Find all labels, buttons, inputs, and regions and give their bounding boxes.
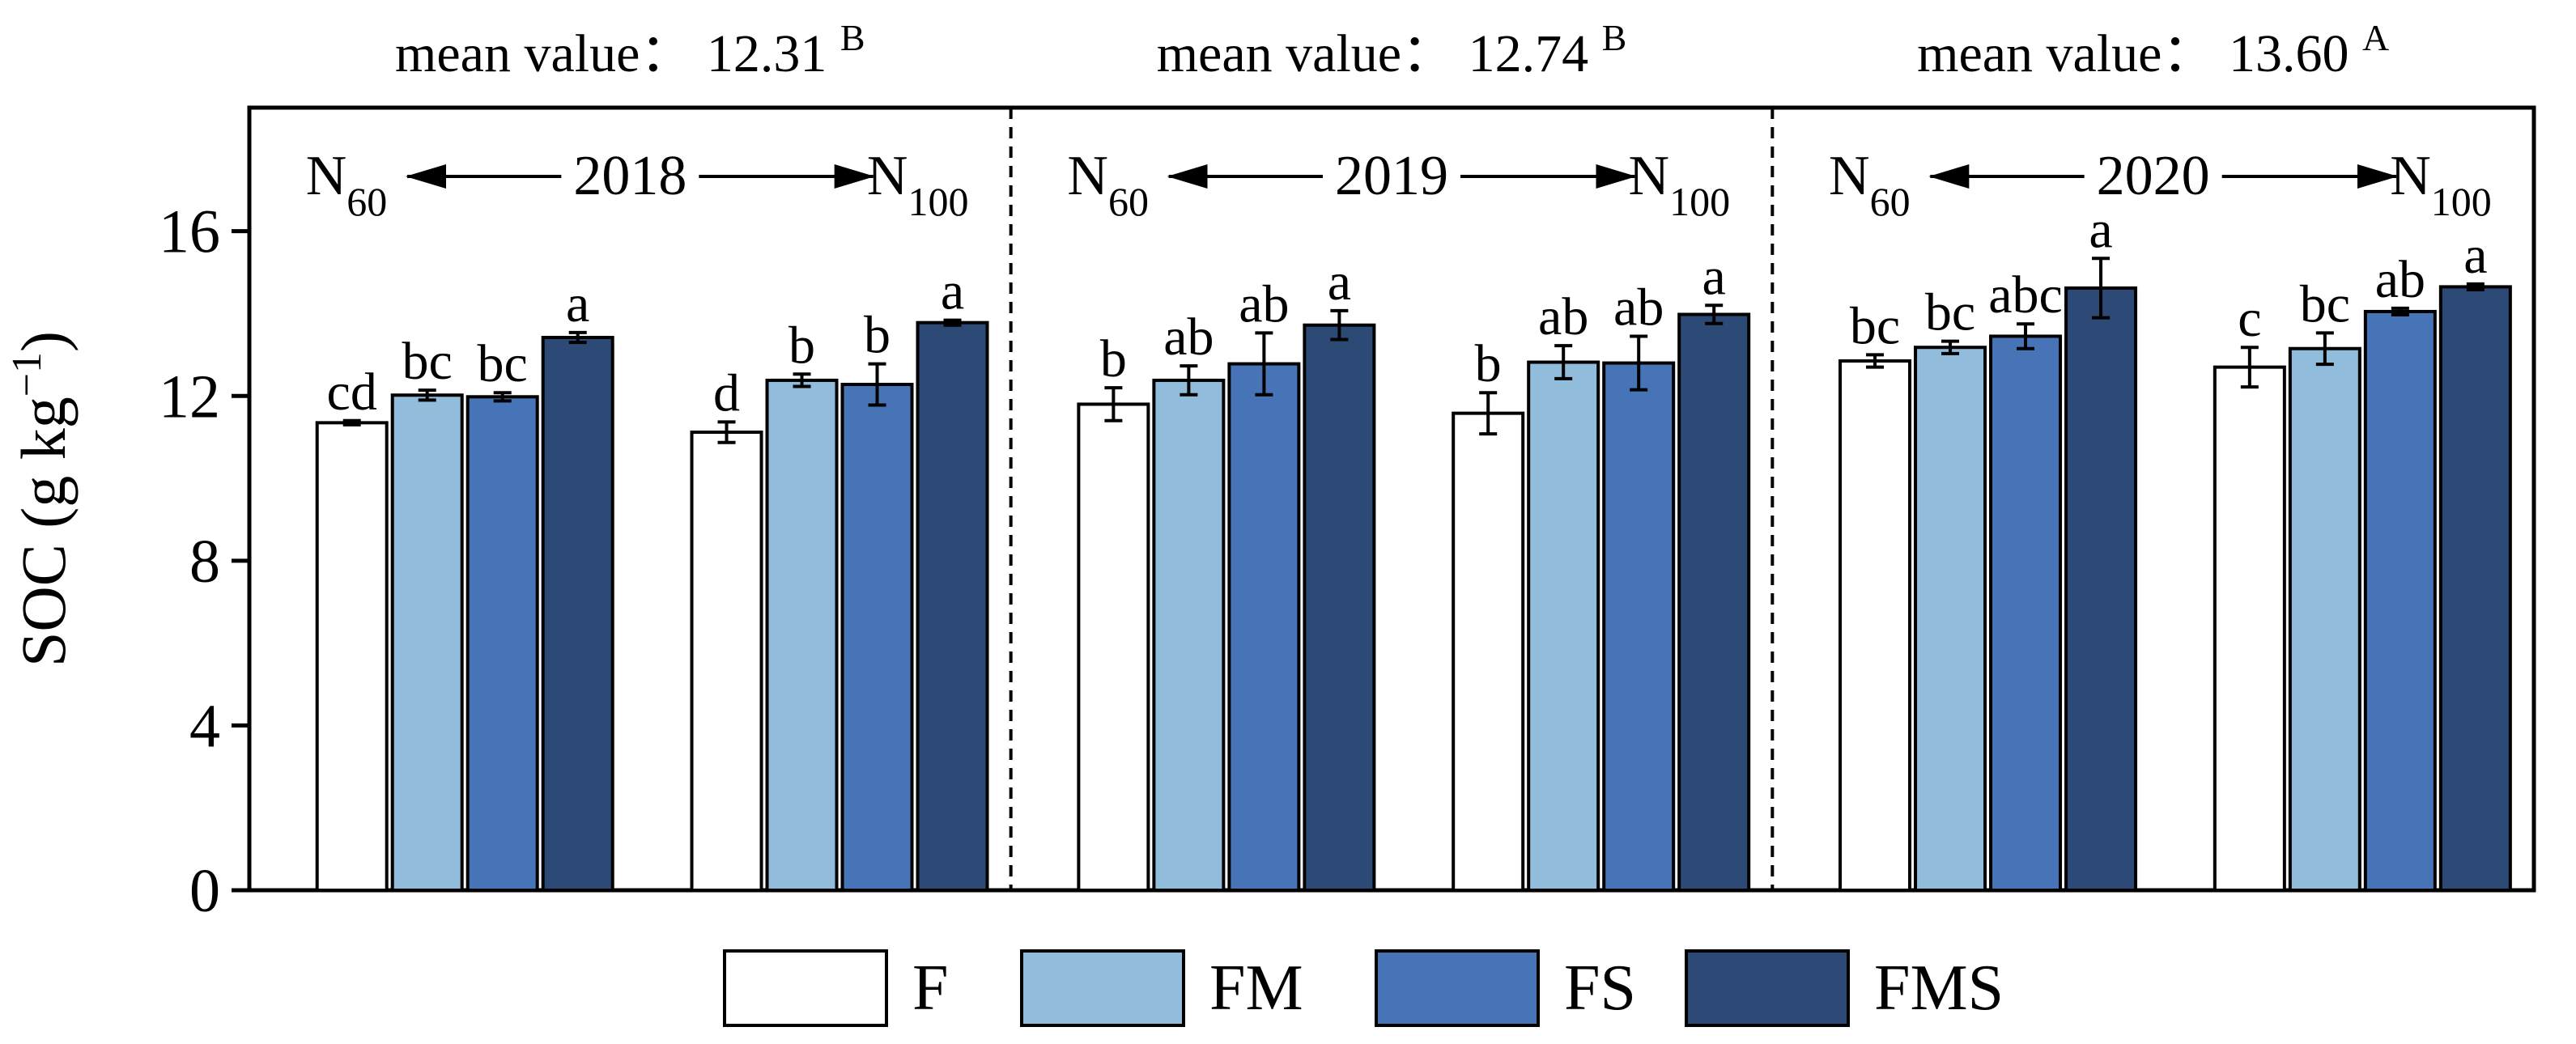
significance-letter: ab — [1163, 308, 1214, 367]
legend-swatch-fms — [1685, 949, 1850, 1027]
significance-letter: a — [941, 262, 964, 321]
bar-fms — [1677, 312, 1751, 892]
significance-letter: cd — [327, 363, 377, 422]
significance-letter: c — [2238, 289, 2261, 348]
n60-label: N60 — [1829, 145, 1911, 224]
bar-fs — [465, 395, 539, 892]
significance-letter: ab — [1613, 278, 1664, 337]
significance-letter: bc — [1925, 283, 1975, 342]
n60-label: N60 — [1067, 145, 1149, 224]
bar-fms — [2438, 285, 2512, 893]
bar-f — [1452, 411, 1525, 892]
significance-letter: bc — [478, 334, 528, 393]
significance-letter: a — [2089, 200, 2112, 259]
n60-label: N60 — [306, 145, 388, 224]
significance-letter: a — [2463, 226, 2487, 285]
bar-f — [690, 431, 763, 892]
significance-letter: abc — [1988, 265, 2063, 325]
n100-label: N100 — [1629, 145, 1731, 224]
legend-swatch-f — [723, 949, 888, 1027]
bar-fm — [1527, 360, 1600, 892]
plot-frame — [247, 105, 2536, 893]
significance-letter: b — [1475, 334, 1502, 393]
year-label: 2019 — [1335, 145, 1448, 207]
bar-fs — [2363, 309, 2437, 892]
significance-letter: ab — [1239, 274, 1289, 333]
significance-letter: b — [1100, 329, 1127, 388]
significance-letter: b — [864, 306, 891, 365]
bar-fs — [840, 383, 914, 892]
significance-letter: ab — [1538, 287, 1588, 346]
mean-value-header: mean value： 13.60 A — [1917, 17, 2389, 83]
bar-fs — [1227, 362, 1301, 893]
y-tick-label: 0 — [189, 857, 220, 925]
significance-letter: a — [1328, 253, 1351, 312]
legend-label: FM — [1209, 953, 1303, 1024]
legend-label: FMS — [1874, 953, 2004, 1024]
year-label: 2020 — [2097, 145, 2210, 207]
n100-label: N100 — [867, 145, 969, 224]
significance-letter: bc — [1850, 296, 1900, 355]
bar-f — [1077, 402, 1150, 893]
legend-label: F — [912, 953, 949, 1024]
bar-fs — [1989, 334, 2063, 893]
bar-fm — [2288, 346, 2361, 893]
significance-letter: d — [713, 363, 740, 422]
significance-letter: b — [789, 316, 815, 375]
bar-fm — [765, 378, 839, 892]
bar-fs — [1602, 361, 1676, 892]
y-tick-label: 8 — [189, 528, 220, 596]
bar-f — [2213, 365, 2286, 892]
bar-fms — [1303, 323, 1376, 893]
y-tick-label: 12 — [159, 363, 220, 431]
legend-label: FS — [1564, 953, 1636, 1024]
year-label: 2018 — [573, 145, 687, 207]
significance-letter: bc — [2300, 274, 2350, 333]
bar-f — [1838, 359, 1912, 892]
significance-letter: ab — [2375, 250, 2425, 309]
mean-value-header: mean value： 12.31 B — [395, 17, 865, 83]
y-axis-label: SOC (g kg−1) — [4, 331, 79, 667]
bar-f — [315, 421, 389, 892]
mean-value-header: mean value： 12.74 B — [1157, 17, 1627, 83]
n100-label: N100 — [2390, 145, 2492, 224]
bar-fms — [916, 320, 989, 892]
significance-letter: a — [1702, 247, 1726, 306]
legend-swatch-fs — [1375, 949, 1540, 1027]
legend-swatch-fm — [1020, 949, 1185, 1027]
bar-fms — [2064, 286, 2138, 892]
bar-fms — [541, 335, 614, 893]
bar-fm — [1152, 378, 1226, 892]
significance-letter: bc — [402, 332, 453, 391]
bar-fm — [390, 393, 464, 893]
significance-letter: a — [566, 274, 589, 333]
y-tick-label: 16 — [159, 198, 220, 266]
y-tick-label: 4 — [189, 692, 220, 760]
bar-fm — [1914, 346, 1987, 892]
